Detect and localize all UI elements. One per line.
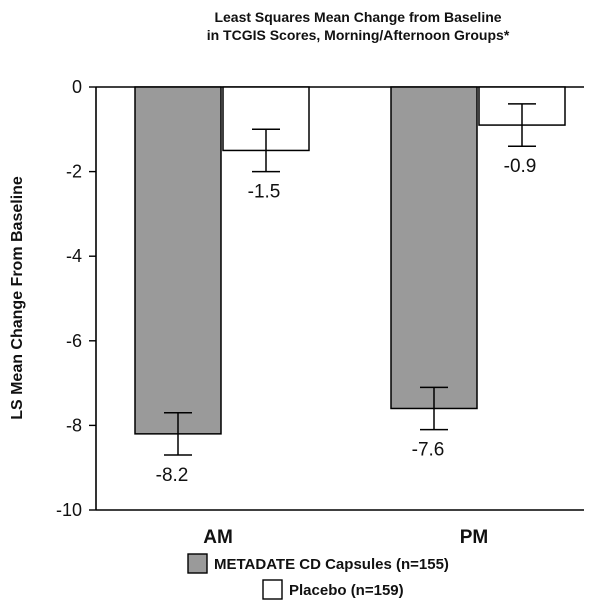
y-tick-label: -2 <box>66 162 82 182</box>
legend-swatch-metadate <box>187 553 208 574</box>
y-tick-labels: 0 -2 -4 -6 -8 -10 <box>56 77 82 520</box>
legend-label-metadate: METADATE CD Capsules (n=155) <box>214 556 449 573</box>
chart-title-line-1: Least Squares Mean Change from Baseline <box>214 9 501 25</box>
x-category-label: PM <box>460 527 489 548</box>
bar-metadate-am <box>134 86 222 435</box>
error-bars-layer <box>164 103 536 456</box>
chart-title-line-2: in TCGIS Scores, Morning/Afternoon Group… <box>207 27 510 43</box>
y-tick-label: -4 <box>66 246 82 266</box>
data-label: -1.5 <box>248 182 281 203</box>
data-labels-layer: -8.2 -7.6 -1.5 -0.9 <box>156 156 537 486</box>
data-label: -7.6 <box>412 440 445 461</box>
data-label: -0.9 <box>504 156 537 177</box>
y-axis-label: LS Mean Change From Baseline <box>9 176 26 420</box>
legend-label-placebo: Placebo (n=159) <box>289 582 404 599</box>
y-tick-label: -8 <box>66 415 82 435</box>
y-tick-label: -6 <box>66 331 82 351</box>
legend-swatch-placebo <box>262 579 283 600</box>
y-tick-label: 0 <box>72 77 82 97</box>
x-category-labels: AM PM <box>203 527 488 548</box>
legend: METADATE CD Capsules (n=155) Placebo (n=1… <box>187 553 449 600</box>
bar-metadate-pm <box>390 86 478 410</box>
bars-layer <box>134 86 566 435</box>
data-label: -8.2 <box>156 465 189 486</box>
x-category-label: AM <box>203 527 233 548</box>
y-tick-label: -10 <box>56 500 82 520</box>
